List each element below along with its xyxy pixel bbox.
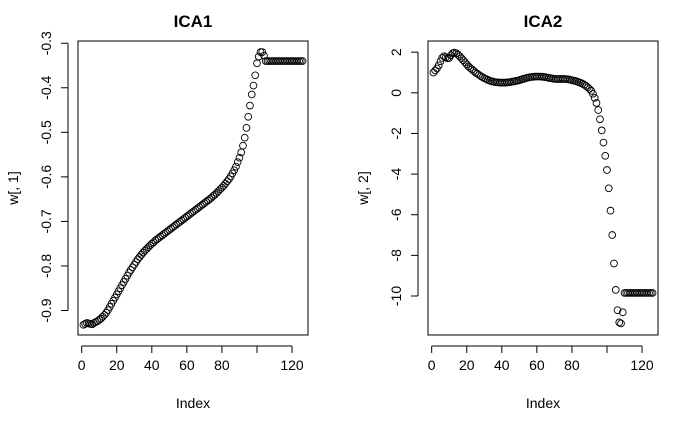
data-point (441, 53, 450, 62)
panel-ica2: ICA2 0 20 40 60 80 120 -10 -8 -6 -4 -2 0 2 Index w[… (355, 12, 659, 411)
x-tick-label: 120 (630, 357, 654, 373)
data-point (599, 138, 608, 147)
y-tick-label: -8 (388, 249, 404, 262)
y-tick-label: -6 (388, 208, 404, 221)
data-point (434, 61, 443, 70)
data-point (613, 306, 622, 315)
data-point (247, 90, 256, 99)
y-tick-label: 2 (388, 48, 404, 56)
x-tick-label: 0 (78, 357, 86, 373)
data-point (230, 166, 239, 175)
y-axis: -10 -8 -6 -4 -2 0 2 (388, 48, 419, 306)
chart-title: ICA1 (174, 12, 213, 31)
data-point (611, 286, 620, 294)
y-tick-label: -0.8 (38, 254, 54, 278)
x-axis: 0 20 40 60 80 120 (428, 345, 654, 373)
data-point (249, 81, 258, 90)
x-tick-label: 60 (179, 357, 195, 373)
y-tick-label: -0.5 (38, 120, 54, 144)
data-point (251, 71, 260, 80)
y-axis-label: w[, 2] (355, 171, 371, 205)
x-tick-label: 120 (280, 357, 304, 373)
plot-frame (427, 40, 659, 336)
x-tick-label: 80 (214, 357, 230, 373)
data-point (596, 115, 604, 124)
data-point (235, 153, 244, 162)
data-point (298, 57, 307, 65)
data-point (233, 158, 242, 167)
data-point (615, 318, 624, 327)
y-tick-label: -0.9 (38, 298, 54, 322)
data-points (79, 48, 307, 329)
plot-frame (77, 40, 309, 336)
y-tick-label: -0.7 (38, 209, 54, 233)
data-points (429, 48, 657, 328)
data-point (592, 99, 601, 107)
data-point (610, 259, 618, 268)
data-point (604, 184, 613, 193)
x-tick-label: 0 (428, 357, 436, 373)
x-tick-label: 20 (109, 357, 125, 373)
x-tick-label: 60 (529, 357, 545, 373)
data-point (608, 231, 617, 239)
y-axis-label: w[, 1] (5, 171, 21, 205)
data-point (648, 289, 657, 297)
data-point (431, 66, 440, 75)
y-tick-label: -0.3 (38, 31, 54, 55)
y-tick-label: -4 (388, 168, 404, 181)
x-tick-label: 40 (494, 357, 510, 373)
x-axis-label: Index (176, 395, 210, 411)
data-point (594, 106, 603, 114)
data-point (606, 206, 615, 215)
y-tick-label: 0 (388, 89, 404, 97)
y-tick-label: -2 (388, 127, 404, 140)
data-point (242, 124, 251, 132)
data-point (240, 133, 249, 142)
data-point (589, 89, 597, 98)
data-point (603, 166, 611, 174)
x-tick-label: 20 (459, 357, 475, 373)
data-point (597, 126, 606, 135)
chart-title: ICA2 (524, 12, 563, 31)
y-axis: -0.9 -0.8 -0.7 -0.6 -0.5 -0.4 -0.3 (38, 31, 69, 323)
data-point (239, 141, 247, 150)
x-tick-label: 40 (144, 357, 160, 373)
data-point (244, 112, 253, 121)
data-point (258, 48, 267, 56)
data-point (601, 151, 610, 160)
data-point (232, 162, 240, 171)
y-tick-label: -0.4 (38, 75, 54, 99)
x-tick-label: 80 (564, 357, 580, 373)
y-tick-label: -0.6 (38, 165, 54, 189)
data-point (618, 308, 627, 317)
data-point (617, 319, 625, 328)
data-point (260, 51, 268, 60)
y-tick-label: -10 (388, 286, 404, 306)
x-axis: 0 20 40 60 80 120 (78, 345, 304, 373)
data-point (590, 94, 599, 102)
panel-ica1: ICA1 0 20 40 60 80 120 -0.9-0.8-0.7-0.6-0.5-0… (5, 12, 309, 411)
data-point (246, 101, 254, 110)
x-axis-label: Index (526, 395, 560, 411)
